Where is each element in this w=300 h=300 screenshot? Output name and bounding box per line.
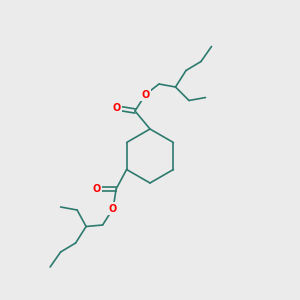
Text: O: O: [92, 184, 101, 194]
Text: O: O: [109, 203, 117, 214]
Text: O: O: [141, 89, 150, 100]
Text: O: O: [113, 103, 121, 113]
